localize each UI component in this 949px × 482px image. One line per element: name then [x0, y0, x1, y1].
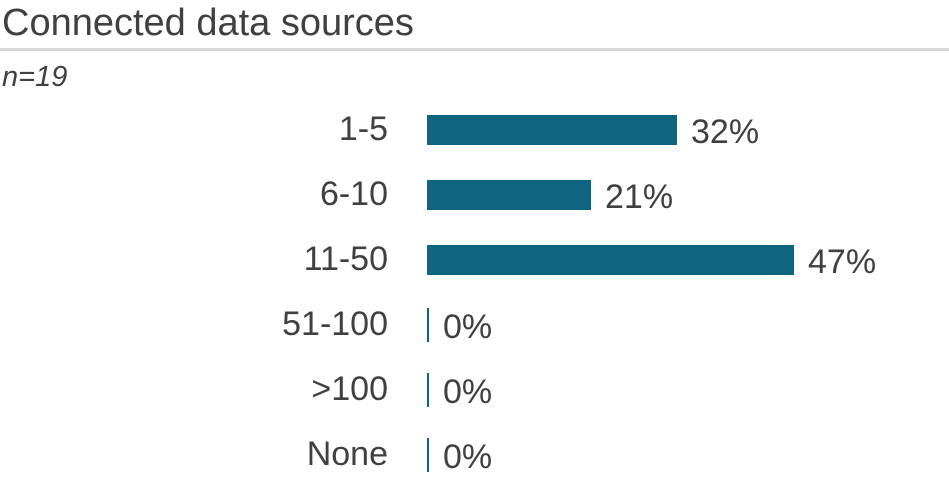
title-divider	[0, 48, 949, 51]
value-label: 47%	[808, 243, 877, 281]
sample-size-label: n=19	[2, 61, 68, 93]
bar-1-5	[427, 114, 677, 145]
bar-row-none: None 0%	[0, 422, 949, 482]
category-label: 11-50	[303, 240, 388, 278]
plot-area: 0%	[427, 422, 949, 482]
plot-area: 21%	[427, 162, 949, 227]
value-label: 21%	[605, 178, 674, 216]
bar-gt-100	[427, 372, 429, 407]
category-label: 1-5	[338, 110, 388, 148]
category-label: None	[306, 435, 388, 473]
plot-area: 47%	[427, 227, 949, 292]
bar-11-50	[427, 244, 794, 275]
chart-title: Connected data sources	[2, 2, 414, 44]
category-label: 51-100	[282, 305, 388, 343]
bar-row-gt-100: >100 0%	[0, 357, 949, 422]
bar-none	[427, 437, 429, 472]
value-label: 32%	[691, 113, 760, 151]
bar-row-6-10: 6-10 21%	[0, 162, 949, 227]
plot-area: 0%	[427, 292, 949, 357]
category-label: 6-10	[319, 175, 388, 213]
bar-row-1-5: 1-5 32%	[0, 97, 949, 162]
value-label: 0%	[443, 438, 493, 476]
value-label: 0%	[443, 308, 493, 346]
bar-chart: 1-5 32% 6-10 21% 11-50 47% 51-100	[0, 97, 949, 482]
bar-51-100	[427, 307, 429, 342]
category-label: >100	[311, 370, 388, 408]
bar-row-51-100: 51-100 0%	[0, 292, 949, 357]
bar-6-10	[427, 179, 591, 210]
bar-row-11-50: 11-50 47%	[0, 227, 949, 292]
value-label: 0%	[443, 373, 493, 411]
plot-area: 0%	[427, 357, 949, 422]
plot-area: 32%	[427, 97, 949, 162]
